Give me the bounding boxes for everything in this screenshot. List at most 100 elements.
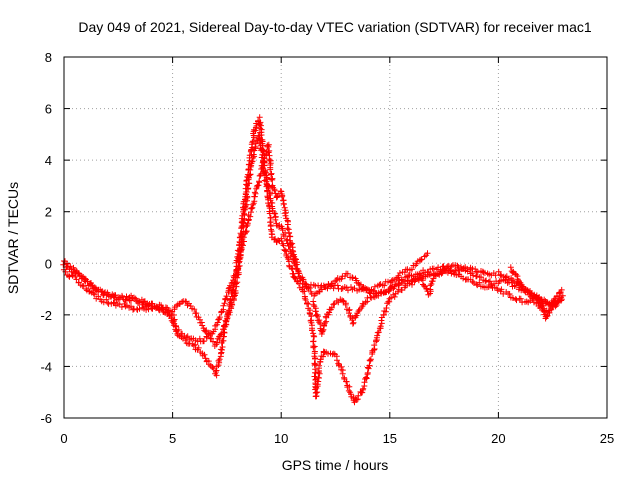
data-point: [80, 282, 87, 289]
data-point: [195, 314, 202, 321]
data-point: [367, 356, 374, 363]
data-point: [272, 235, 279, 242]
data-point: [494, 287, 501, 294]
data-point: [153, 303, 160, 310]
series-trace-a: [61, 129, 431, 349]
x-tick-label: 15: [383, 431, 397, 446]
data-point: [470, 280, 477, 286]
data-point: [247, 213, 254, 220]
data-point: [363, 286, 370, 292]
data-point: [235, 264, 242, 270]
data-point: [285, 230, 292, 237]
data-point: [349, 320, 356, 327]
y-tick-label: 8: [45, 50, 52, 65]
data-point: [430, 265, 437, 272]
data-point: [201, 351, 208, 358]
data-point: [128, 297, 134, 304]
data-point: [383, 305, 390, 311]
data-point: [280, 200, 287, 207]
data-point: [473, 273, 480, 280]
data-point: [313, 311, 320, 318]
data-points: [60, 114, 566, 406]
data-point: [88, 280, 94, 286]
data-point: [334, 282, 341, 289]
x-tick-label: 0: [60, 431, 67, 446]
data-point: [395, 282, 402, 289]
data-point: [263, 178, 270, 185]
data-point: [111, 299, 118, 306]
data-point: [311, 373, 318, 380]
data-point: [104, 299, 111, 306]
data-point: [257, 171, 264, 178]
data-point: [428, 281, 435, 287]
data-point: [509, 295, 516, 301]
data-point: [266, 210, 273, 217]
data-point: [371, 294, 378, 301]
data-point: [483, 277, 490, 284]
data-point: [314, 378, 321, 385]
data-point: [308, 319, 315, 326]
data-point: [243, 223, 250, 230]
data-point: [381, 282, 388, 289]
data-point: [448, 270, 455, 277]
data-point: [143, 302, 150, 308]
data-point: [361, 379, 368, 386]
data-point: [408, 266, 415, 273]
data-point: [195, 344, 202, 351]
data-point: [281, 247, 288, 254]
y-tick-label: -4: [40, 359, 52, 374]
data-point: [301, 288, 308, 295]
data-point: [548, 305, 555, 312]
x-tick-label: 25: [600, 431, 614, 446]
data-point: [173, 328, 180, 335]
data-point: [430, 275, 437, 282]
data-point: [401, 269, 408, 276]
data-point: [203, 334, 210, 341]
data-point: [447, 267, 454, 273]
data-point: [366, 287, 373, 294]
data-point: [190, 342, 197, 349]
data-point: [265, 143, 272, 150]
data-point: [78, 273, 85, 280]
data-point: [469, 278, 476, 285]
data-point: [353, 396, 360, 403]
data-point: [289, 240, 296, 247]
data-point: [278, 238, 285, 245]
data-point: [67, 263, 74, 270]
data-point: [320, 326, 327, 333]
y-tick-label: 2: [45, 205, 52, 220]
data-point: [513, 271, 520, 278]
data-point: [273, 194, 280, 201]
data-point: [322, 284, 329, 291]
data-point: [69, 272, 76, 279]
data-point: [366, 357, 373, 364]
data-point: [363, 375, 370, 382]
data-point: [166, 312, 173, 319]
chart-title: Day 049 of 2021, Sidereal Day-to-day VTE…: [78, 19, 591, 35]
data-point: [355, 308, 362, 315]
data-point: [518, 284, 525, 291]
data-point: [390, 285, 397, 292]
data-point: [559, 292, 566, 299]
data-point: [330, 301, 337, 308]
data-point: [244, 220, 251, 227]
data-point: [349, 317, 356, 324]
data-point: [296, 270, 303, 277]
data-point: [221, 329, 228, 336]
data-point: [441, 267, 448, 274]
data-point: [282, 212, 289, 219]
data-point: [84, 278, 91, 285]
data-point: [316, 362, 323, 369]
data-point: [191, 306, 198, 313]
data-point: [136, 300, 143, 306]
data-point: [250, 138, 256, 145]
data-point: [396, 270, 403, 276]
data-point: [300, 276, 307, 283]
data-point: [395, 272, 402, 279]
data-point: [482, 269, 488, 276]
data-point: [344, 270, 351, 277]
data-point: [210, 338, 216, 345]
data-point: [295, 280, 302, 287]
data-point: [454, 262, 461, 269]
data-point: [105, 292, 112, 299]
